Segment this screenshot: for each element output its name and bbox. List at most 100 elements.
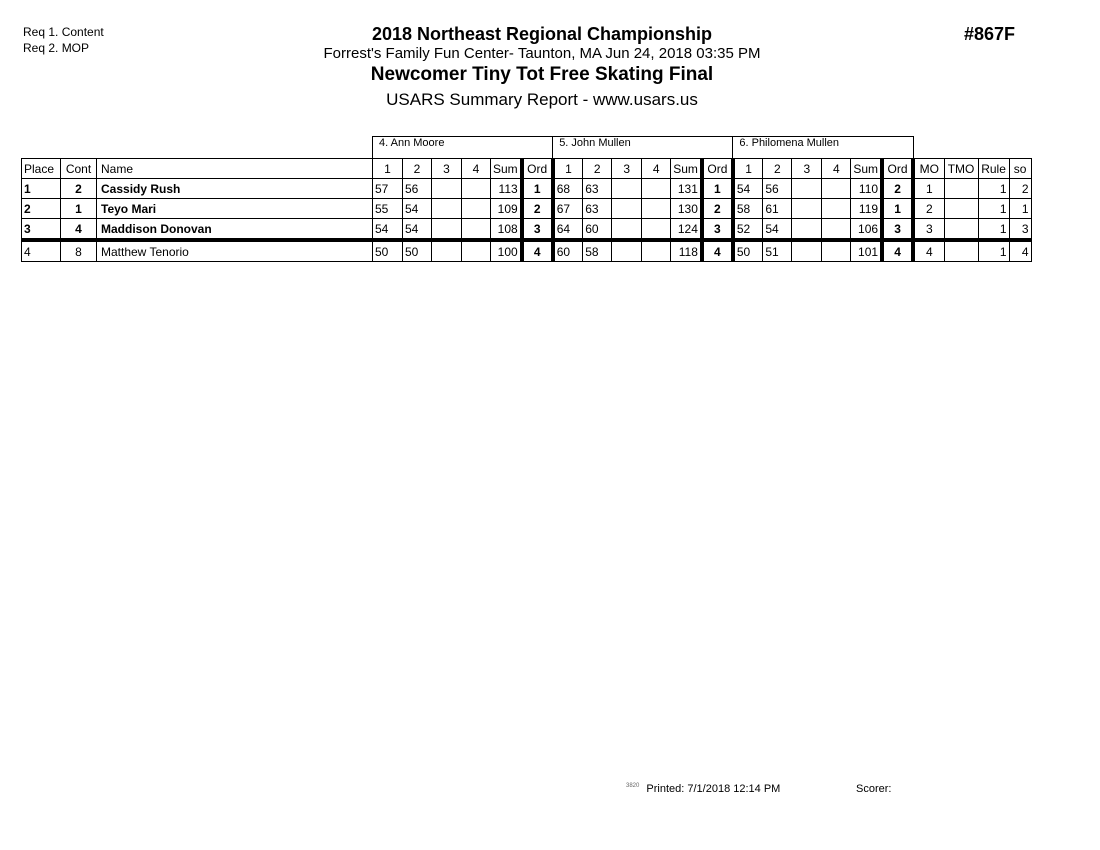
judge2-score3 xyxy=(611,178,643,199)
column-header-row: Place Cont Name 1 2 3 4 Sum Ord 1 2 3 4 Sum Ord 1 2 3 4 Sum… xyxy=(21,158,1032,179)
judge1-score4 xyxy=(461,238,491,262)
header-judge3-sum: Sum xyxy=(850,158,883,179)
header-judge2-3: 3 xyxy=(611,158,643,179)
mo-cell: 2 xyxy=(911,198,945,219)
header-rule: Rule xyxy=(977,158,1010,179)
judge2-score2: 60 xyxy=(582,218,613,241)
so-cell: 2 xyxy=(1008,178,1032,199)
judge2-ord: 4 xyxy=(699,238,734,262)
judge2-score3 xyxy=(611,238,643,262)
cont-cell: 1 xyxy=(60,198,97,219)
requirement-1: Req 1. Content xyxy=(23,25,104,39)
judge1-score1: 55 xyxy=(372,198,403,219)
judge2-score1: 68 xyxy=(550,178,584,199)
header-so: so xyxy=(1008,158,1032,179)
judge3-score2: 54 xyxy=(762,218,793,241)
judge2-score4 xyxy=(641,178,672,199)
judge1-score2: 54 xyxy=(402,198,432,219)
cont-cell: 4 xyxy=(60,218,97,241)
header-judge3-4: 4 xyxy=(821,158,852,179)
event-name: Newcomer Tiny Tot Free Skating Final xyxy=(370,64,714,85)
judge3-sum: 110 xyxy=(850,178,883,199)
judge1-score1: 50 xyxy=(372,238,403,262)
judge2-score2: 63 xyxy=(582,198,613,219)
judge2-score4 xyxy=(641,218,672,241)
judge2-score4 xyxy=(641,238,672,262)
mo-cell: 4 xyxy=(911,238,945,262)
judge2-score2: 63 xyxy=(582,178,613,199)
header-judge1-1: 1 xyxy=(372,158,403,179)
tmo-cell xyxy=(943,178,979,199)
header-judge2-ord: Ord xyxy=(699,158,734,179)
venue-date: Forrest's Family Fun Center- Taunton, MA… xyxy=(323,45,761,62)
event-number: #867F xyxy=(964,24,1016,44)
header-judge3-1: 1 xyxy=(730,158,764,179)
judge2-sum: 124 xyxy=(670,218,703,241)
judge2-score2: 58 xyxy=(582,238,613,262)
judge-name-3: 6. Philomena Mullen xyxy=(732,136,914,159)
header-judge1-4: 4 xyxy=(461,158,491,179)
judge3-score4 xyxy=(821,178,852,199)
judge3-score1: 50 xyxy=(730,238,764,262)
judge3-ord: 4 xyxy=(880,238,914,262)
header-judge2-sum: Sum xyxy=(670,158,703,179)
header-mo: MO xyxy=(911,158,945,179)
name-cell: Cassidy Rush xyxy=(96,178,373,199)
scorer-label: Scorer: xyxy=(856,783,892,795)
place-cell: 4 xyxy=(21,238,61,262)
judge1-ord: 3 xyxy=(519,218,554,241)
header-judge3-ord: Ord xyxy=(880,158,914,179)
judge2-sum: 130 xyxy=(670,198,703,219)
judge2-ord: 2 xyxy=(699,198,734,219)
judge2-score1: 60 xyxy=(550,238,584,262)
header-judge1-sum: Sum xyxy=(489,158,523,179)
judge3-score3 xyxy=(791,238,823,262)
mo-cell: 1 xyxy=(911,178,945,199)
rule-cell: 1 xyxy=(977,178,1010,199)
judge3-score1: 54 xyxy=(730,178,764,199)
judge3-sum: 119 xyxy=(850,198,883,219)
judge1-sum: 109 xyxy=(489,198,523,219)
judge3-score4 xyxy=(821,198,852,219)
judge1-score4 xyxy=(461,178,491,199)
judge1-sum: 100 xyxy=(489,238,523,262)
judge3-sum: 101 xyxy=(850,238,883,262)
judge1-score4 xyxy=(461,218,491,241)
judge3-score3 xyxy=(791,178,823,199)
report-name: USARS Summary Report - www.usars.us xyxy=(386,90,698,109)
judge3-ord: 3 xyxy=(880,218,914,241)
place-cell: 2 xyxy=(21,198,61,219)
header-place: Place xyxy=(21,158,61,179)
judge1-score2: 54 xyxy=(402,218,432,241)
judge3-sum: 106 xyxy=(850,218,883,241)
header-judge2-2: 2 xyxy=(582,158,613,179)
judge1-score3 xyxy=(431,218,462,241)
table-row: 2 1 Teyo Mari 55 54 109 2 67 63 130 2 58 61 119 1 2 1 1 xyxy=(21,198,1032,219)
results-table: 4. Ann Moore 5. John Mullen 6. Philomena M… xyxy=(21,136,1032,262)
judge3-score4 xyxy=(821,218,852,241)
header-judge3-2: 2 xyxy=(762,158,793,179)
judge1-score2: 56 xyxy=(402,178,432,199)
judge1-score1: 54 xyxy=(372,218,403,241)
header-judge2-4: 4 xyxy=(641,158,672,179)
printed-timestamp: Printed: 7/1/2018 12:14 PM xyxy=(646,783,781,795)
mo-cell: 3 xyxy=(911,218,945,241)
judge2-score1: 67 xyxy=(550,198,584,219)
table-row: 4 8 Matthew Tenorio 50 50 100 4 60 58 118 4 50 51 101… xyxy=(21,238,1032,262)
judge3-score2: 51 xyxy=(762,238,793,262)
judge1-score3 xyxy=(431,198,462,219)
page-title: 2018 Northeast Regional Championship xyxy=(371,24,713,44)
judge-name-2: 5. John Mullen xyxy=(552,136,734,159)
judge3-score1: 52 xyxy=(730,218,764,241)
judge1-ord: 4 xyxy=(519,238,554,262)
judge2-ord: 1 xyxy=(699,178,734,199)
judge-name-1: 4. Ann Moore xyxy=(371,136,554,159)
judge3-score2: 56 xyxy=(762,178,793,199)
name-cell: Matthew Tenorio xyxy=(96,238,373,262)
judge1-score3 xyxy=(431,238,462,262)
table-row: 3 4 Maddison Donovan 54 54 108 3 64 60 124 3 52 54 10… xyxy=(21,218,1032,241)
judge1-score3 xyxy=(431,178,462,199)
judge1-sum: 108 xyxy=(489,218,523,241)
rule-cell: 1 xyxy=(977,238,1010,262)
header-tmo: TMO xyxy=(943,158,979,179)
